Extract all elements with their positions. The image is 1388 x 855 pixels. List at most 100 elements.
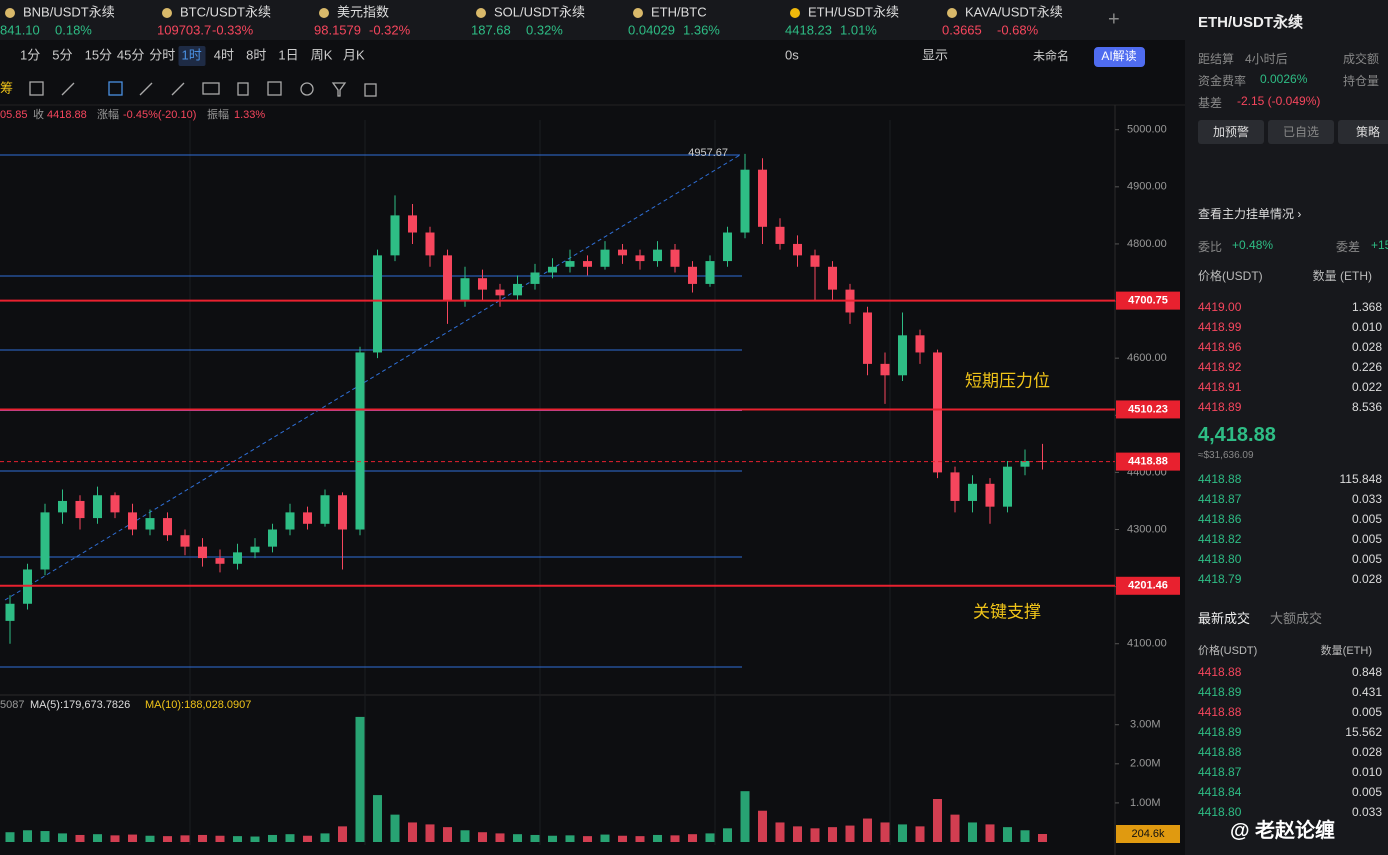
trade-qty: 0.033 (1351, 805, 1382, 819)
tab-name[interactable]: ETH/USDT永续 (808, 4, 899, 19)
candle-body (425, 232, 435, 256)
timeframe[interactable]: 45分 (117, 47, 144, 62)
timeframe[interactable]: 1时 (182, 47, 202, 62)
value: -2.15 (-0.049%) (1237, 94, 1321, 108)
volume-bar (635, 836, 645, 842)
tab-name[interactable]: BTC/USDT永续 (180, 4, 271, 19)
tool-label[interactable]: 筹 (0, 80, 13, 95)
volume-bar (705, 833, 715, 842)
tab-change: 1.01% (840, 22, 877, 37)
candle-body (705, 261, 715, 284)
volume-bar (600, 834, 610, 842)
button[interactable]: 策略 (1338, 120, 1388, 144)
candle-body (93, 495, 102, 519)
trade-qty: 15.562 (1345, 725, 1382, 739)
candle-body (670, 249, 680, 267)
volume-bar (933, 799, 942, 842)
label: 基差 (1198, 96, 1223, 110)
candle-body (110, 495, 120, 513)
y-tick-label: 4300.00 (1127, 523, 1167, 535)
bid-qty: 0.028 (1351, 572, 1382, 586)
bid-price: 4418.87 (1198, 492, 1242, 506)
value: +0.48% (1232, 238, 1274, 252)
ask-price: 4418.99 (1198, 320, 1242, 334)
ai-button[interactable] (1094, 47, 1145, 67)
volume-bar (408, 822, 417, 842)
volume-bar (670, 835, 680, 842)
timeframe[interactable]: 月K (343, 47, 365, 62)
ask-price: 4418.92 (1198, 360, 1242, 374)
timeframe[interactable]: 1分 (20, 47, 40, 62)
volume-bar (93, 834, 102, 842)
button[interactable]: 加预警 (1198, 120, 1264, 144)
candle-body (215, 558, 225, 564)
layout-name[interactable]: 未命名 (1033, 48, 1069, 63)
trade-qty: 0.005 (1351, 785, 1382, 799)
volume-bar (163, 836, 172, 842)
candle-body (1038, 460, 1047, 462)
depth-link[interactable]: 查看主力挂单情况 › (1198, 207, 1302, 221)
add-tab[interactable]: + (1108, 8, 1120, 30)
tab[interactable]: 最新成交 (1198, 611, 1251, 626)
candle-body (758, 169, 767, 227)
candle-body (898, 335, 907, 376)
candle-body (338, 495, 347, 530)
link-text[interactable]: 查看主力挂单情况 (1198, 207, 1295, 221)
tab-name[interactable]: SOL/USDT永续 (494, 4, 585, 19)
candle-body (775, 226, 785, 244)
ask-qty: 8.536 (1351, 400, 1382, 414)
y-tick-label: 1.00M (1130, 797, 1161, 809)
tab-name[interactable]: ETH/BTC (651, 4, 707, 19)
tab-name[interactable]: BNB/USDT永续 (23, 4, 115, 19)
candle-body (390, 215, 400, 256)
annotation: 短期压力位 (965, 371, 1050, 390)
timeframe[interactable]: 1日 (278, 47, 298, 62)
timeframe[interactable]: 15分 (85, 47, 112, 62)
timeframe[interactable]: 5分 (52, 47, 72, 62)
timeframe[interactable]: 周K (311, 47, 333, 62)
annotation: 关键支撑 (973, 602, 1041, 621)
timeframe[interactable]: 4时 (214, 47, 234, 62)
trade-price: 4418.88 (1198, 665, 1242, 679)
label: 委比 (1198, 240, 1223, 254)
volume-bar (338, 826, 347, 842)
candle-body (950, 472, 960, 501)
y-tick-label: 4100.00 (1127, 638, 1167, 650)
trade-qty: 0.010 (1351, 765, 1382, 779)
candle-body (583, 261, 592, 267)
tab-change: 1.36% (683, 22, 720, 37)
timeframe[interactable]: 分时 (149, 47, 175, 62)
volume-bar (548, 835, 557, 842)
candle-body (233, 552, 242, 564)
label: 距结算 (1198, 52, 1235, 66)
volume-bar (583, 836, 592, 842)
mid-price: 4,418.88 (1198, 424, 1276, 446)
ai-button-label[interactable]: AI解读 (1101, 49, 1136, 63)
tab-icon (476, 8, 486, 18)
bid-qty: 115.848 (1339, 472, 1383, 486)
display[interactable]: 显示 (922, 47, 948, 62)
candle-body (828, 266, 837, 290)
candle-body (5, 603, 15, 621)
volume-bar (250, 836, 260, 842)
trade-price: 4418.87 (1198, 765, 1242, 779)
volume-bar (303, 835, 312, 842)
tab[interactable]: 大额成交 (1270, 611, 1323, 626)
tab-icon (319, 8, 329, 18)
tab-icon (162, 8, 172, 18)
drawing-tools[interactable] (29, 81, 377, 97)
volume-bar (845, 825, 855, 842)
volume-bar (268, 834, 277, 842)
y-tick-label: 2.00M (1130, 758, 1161, 770)
tab-name[interactable]: KAVA/USDT永续 (965, 4, 1063, 19)
candle-body (915, 335, 925, 353)
tab-name[interactable]: 美元指数 (337, 4, 389, 19)
delay[interactable]: 0s (785, 47, 799, 62)
price-badge-label: 4201.46 (1128, 580, 1168, 592)
head: 价格(USDT) (1198, 645, 1258, 657)
button[interactable]: 已自选 (1268, 120, 1334, 144)
timeframe[interactable]: 8时 (246, 47, 266, 62)
side-panel: ETH/USDT永续 距结算 4小时后 成交额 资金费率 0.0026% 持仓量… (1185, 0, 1388, 855)
label: 持仓量 (1343, 74, 1380, 88)
tab-price: 841.10 (0, 22, 40, 37)
